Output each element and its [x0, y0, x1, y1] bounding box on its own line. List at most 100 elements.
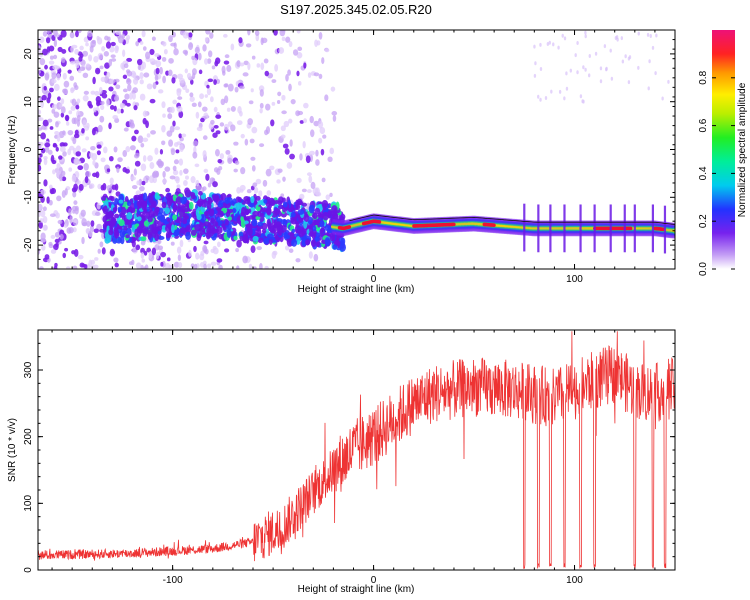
spectrogram-noise-point — [52, 64, 59, 70]
spectrogram-noise-point — [87, 54, 93, 62]
spectrogram-noise-point — [71, 175, 77, 183]
spectrogram-noise-point — [565, 86, 569, 91]
snr-ytick-label: 200 — [23, 428, 34, 445]
spectrogram-noise-point — [162, 113, 166, 118]
spectrogram-noise-point — [230, 124, 236, 132]
spectrogram-band-point — [277, 204, 285, 210]
spectrogram-noise-point — [165, 187, 171, 193]
spectrogram-ytick-label: 0 — [23, 146, 34, 152]
spectrogram-band-point — [309, 231, 314, 237]
spectrogram-band-point — [198, 222, 205, 228]
spectrogram-noise-point — [46, 30, 51, 35]
spectrogram-band-point — [105, 220, 112, 225]
spectrogram-band-point — [314, 207, 321, 215]
spectrogram-noise-point — [52, 142, 57, 147]
spectrogram-noise-point — [236, 265, 240, 269]
spectrogram-noise-point — [220, 98, 226, 106]
spectrogram-noise-point — [68, 110, 73, 115]
spectrogram-band-point — [125, 234, 130, 239]
spectrogram-noise-point — [110, 58, 117, 62]
spectrogram-noise-point — [191, 72, 196, 80]
spectrogram-noise-point — [315, 191, 322, 197]
spectrogram-noise-point — [569, 68, 573, 73]
spectrogram-noise-point — [142, 110, 148, 117]
spectrogram-noise-point — [49, 55, 54, 60]
spectrogram-noise-point — [38, 210, 41, 217]
spectrogram-noise-point — [173, 48, 179, 56]
spectrogram-noise-point — [94, 211, 101, 217]
spectrogram-noise-point — [256, 246, 262, 251]
spectrogram-noise-point — [271, 101, 276, 106]
spectrogram-noise-point — [54, 238, 60, 244]
spectrogram-noise-point — [584, 34, 587, 39]
spectrogram-noise-point — [145, 120, 149, 129]
spectrogram-band-point — [314, 236, 320, 242]
spectrogram-noise-point — [276, 179, 281, 184]
spectrogram-noise-point — [285, 74, 289, 82]
spectrogram-noise-point — [39, 266, 44, 269]
spectrogram-noise-point — [99, 65, 104, 70]
spectrogram-noise-point — [533, 73, 537, 78]
spectrogram-noise-point — [305, 155, 311, 164]
spectrogram-noise-point — [309, 150, 315, 156]
spectrogram-noise-point — [103, 51, 109, 57]
spectrogram-noise-point — [151, 36, 156, 41]
spectrogram-noise-point — [66, 121, 70, 126]
spectrogram-noise-point — [44, 142, 51, 148]
spectrogram-band-point — [147, 215, 153, 223]
spectrogram-noise-point — [579, 94, 583, 99]
spectrogram-band-point — [339, 242, 346, 252]
spectrogram-noise-point — [40, 210, 46, 218]
spectrogram-band-point — [178, 210, 186, 218]
spectrogram-marks — [38, 30, 675, 269]
spectrogram-noise-point — [76, 98, 81, 104]
spectrogram-noise-point — [242, 72, 249, 77]
spectrogram-noise-point — [182, 49, 188, 55]
spectrogram-noise-point — [161, 101, 166, 109]
spectrogram-band-point — [269, 225, 277, 234]
spectrogram-noise-point — [137, 135, 144, 144]
spectrogram-noise-point — [247, 62, 251, 71]
spectrogram-noise-point — [46, 97, 51, 104]
spectrogram-noise-point — [271, 79, 277, 84]
spectrogram-noise-point — [159, 66, 163, 75]
spectrogram-noise-point — [616, 37, 619, 42]
spectrogram-noise-point — [126, 78, 132, 85]
spectrogram-noise-point — [332, 114, 337, 122]
spectrogram-noise-point — [288, 83, 292, 92]
spectrogram-noise-point — [96, 144, 102, 149]
spectrogram-noise-point — [197, 52, 202, 61]
spectrogram-noise-point — [53, 243, 59, 251]
spectrogram-ridge-outline — [349, 214, 675, 225]
spectrogram-noise-point — [146, 83, 153, 90]
spectrogram-noise-point — [105, 41, 112, 49]
spectrogram-ridge-peak — [378, 220, 382, 224]
snr-ytick-label: 100 — [23, 495, 34, 512]
spectrogram-band-point — [245, 223, 252, 231]
spectrogram-noise-point — [131, 135, 137, 142]
spectrogram-noise-point — [82, 95, 89, 102]
spectrogram-band-point — [290, 211, 296, 218]
spectrogram-noise-point — [233, 168, 238, 173]
spectrogram-noise-point — [329, 147, 335, 155]
spectrogram-noise-point — [283, 120, 290, 128]
spectrogram-noise-point — [41, 94, 47, 101]
spectrogram-noise-point — [159, 149, 164, 155]
spectrogram-noise-point — [63, 223, 68, 229]
spectrogram-noise-point — [227, 83, 234, 92]
spectrogram-noise-point — [197, 101, 202, 108]
spectrogram-noise-point — [72, 191, 77, 198]
spectrogram-band-point — [258, 214, 265, 223]
spectrogram-band-point — [228, 208, 234, 213]
spectrogram-noise-point — [73, 158, 79, 165]
spectrogram-noise-point — [106, 71, 111, 78]
spectrogram-noise-point — [90, 90, 96, 95]
spectrogram-noise-point — [194, 163, 200, 168]
spectrogram-noise-point — [100, 104, 105, 110]
snr-series-line — [38, 331, 675, 570]
spectrogram-noise-point — [226, 64, 232, 72]
spectrogram-band-point — [196, 214, 202, 221]
spectrogram-noise-point — [126, 70, 133, 77]
spectrogram-band-point — [120, 235, 125, 245]
spectrogram-band-point — [298, 229, 305, 238]
